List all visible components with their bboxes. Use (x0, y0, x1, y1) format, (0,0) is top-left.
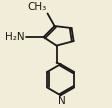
Text: H₂N: H₂N (5, 32, 24, 42)
Text: CH₃: CH₃ (27, 2, 46, 13)
Text: N: N (57, 96, 65, 106)
